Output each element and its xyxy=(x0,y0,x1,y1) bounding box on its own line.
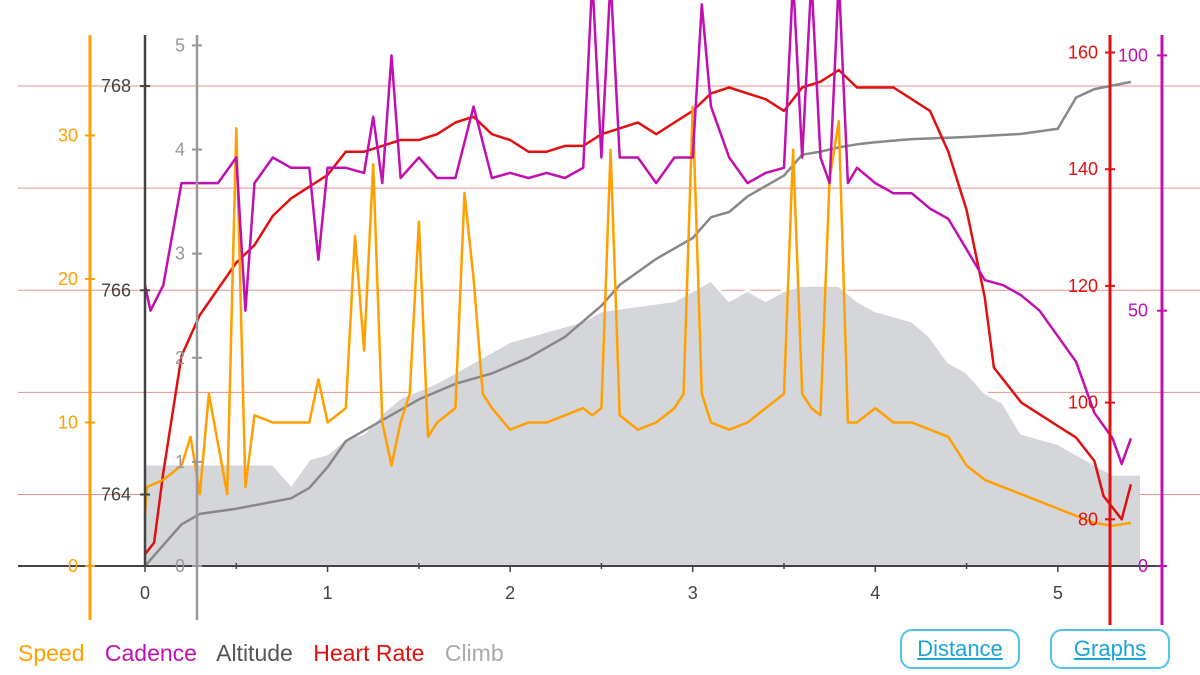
altitude-area xyxy=(145,278,1140,566)
heart_rate-tick-label-1: 100 xyxy=(1068,393,1098,413)
legend-cadence: Cadence xyxy=(104,640,197,666)
speed-tick-label-0: 0 xyxy=(68,556,78,576)
legend-speed: Speed xyxy=(18,640,85,666)
climb-tick-label-2: 2 xyxy=(175,348,185,368)
distance-button[interactable]: Distance xyxy=(900,629,1020,669)
x-tick-label-4: 4 xyxy=(870,583,880,603)
climb-tick-label-0: 0 xyxy=(175,556,185,576)
speed-tick-label-1: 10 xyxy=(58,412,78,432)
heart_rate-tick-label-3: 140 xyxy=(1068,159,1098,179)
heart_rate-line xyxy=(144,68,1133,556)
series-lines xyxy=(143,0,1133,567)
legend: Speed Cadence Altitude Heart Rate Climb xyxy=(18,640,518,667)
climb-tick-label-4: 4 xyxy=(175,140,185,160)
heart_rate-tick-label-2: 120 xyxy=(1068,276,1098,296)
speed-tick-label-2: 20 xyxy=(58,269,78,289)
cadence-tick-label-1: 50 xyxy=(1128,301,1148,321)
cadence-tick-label-2: 100 xyxy=(1118,45,1148,65)
legend-heart-rate: Heart Rate xyxy=(313,640,425,666)
legend-altitude: Altitude xyxy=(216,640,293,666)
speed-line xyxy=(143,105,1132,528)
heart_rate-tick-label-4: 160 xyxy=(1068,43,1098,63)
legend-climb: Climb xyxy=(444,640,504,666)
altitude-line xyxy=(145,278,1140,487)
multi-axis-chart: 0 1 2 3 4 50102030764766768012345801001201401… xyxy=(18,0,1200,625)
climb-tick-label-3: 3 xyxy=(175,244,185,264)
altitude-tick-label-0: 764 xyxy=(101,485,131,505)
heart_rate-tick-label-0: 80 xyxy=(1078,509,1098,529)
x-tick-label-0: 0 xyxy=(140,583,150,603)
x-tick-label-2: 2 xyxy=(505,583,515,603)
x-tick-label-1: 1 xyxy=(323,583,333,603)
cadence-line xyxy=(143,0,1133,466)
axes: 0 1 2 3 4 50102030764766768012345801001201401… xyxy=(18,35,1167,625)
graphs-button[interactable]: Graphs xyxy=(1050,629,1170,669)
x-tick-label-5: 5 xyxy=(1053,583,1063,603)
altitude-area-fill xyxy=(145,280,1140,566)
speed-tick-label-3: 30 xyxy=(58,125,78,145)
x-tick-label-3: 3 xyxy=(688,583,698,603)
altitude-tick-label-2: 768 xyxy=(101,76,131,96)
altitude-tick-label-1: 766 xyxy=(101,280,131,300)
cadence-tick-label-0: 0 xyxy=(1138,556,1148,576)
climb-tick-label-5: 5 xyxy=(175,35,185,55)
climb-line xyxy=(144,80,1132,567)
climb-tick-label-1: 1 xyxy=(175,452,185,472)
